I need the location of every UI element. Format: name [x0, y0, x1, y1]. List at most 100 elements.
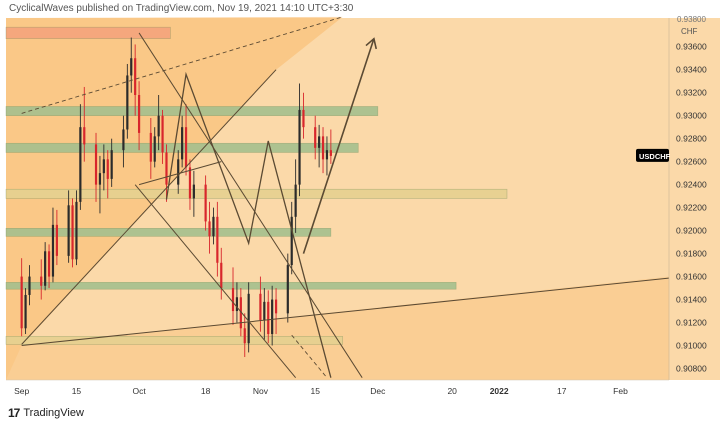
- candle-body-19[interactable]: [122, 129, 125, 151]
- candle-body-10[interactable]: [71, 205, 74, 260]
- time-tick-11: Feb: [613, 386, 628, 396]
- candle-body-33[interactable]: [192, 184, 195, 199]
- candle-body-26[interactable]: [157, 115, 160, 137]
- forecast-arrow-line[interactable]: [302, 38, 375, 254]
- time-tick-5: Nov: [253, 386, 269, 396]
- candle-body-29[interactable]: [177, 159, 180, 185]
- candle-body-12[interactable]: [79, 127, 82, 202]
- candle-body-54[interactable]: [314, 127, 317, 148]
- candle-body-42[interactable]: [243, 328, 246, 344]
- candle-body-27[interactable]: [161, 115, 164, 153]
- candle-body-35[interactable]: [208, 221, 211, 237]
- zone-yellow-4[interactable]: [5, 188, 508, 199]
- price-tick-7: 0.92400: [676, 180, 707, 190]
- candle-body-25[interactable]: [153, 136, 156, 162]
- price-axis-background: [669, 18, 720, 380]
- candle-body-46[interactable]: [267, 301, 270, 335]
- price-tick-13: 0.91200: [676, 318, 707, 328]
- candle-body-17[interactable]: [106, 159, 109, 179]
- footer-branding: 17 TradingView: [8, 406, 84, 420]
- candle-body-53[interactable]: [302, 109, 305, 128]
- candle-body-40[interactable]: [235, 297, 239, 312]
- candle-body-31[interactable]: [184, 127, 188, 168]
- trendline-3[interactable]: [21, 276, 684, 347]
- candle-body-23[interactable]: [137, 94, 141, 133]
- candle-body-13[interactable]: [83, 127, 86, 145]
- candle-body-2[interactable]: [24, 294, 27, 329]
- candle-body-34[interactable]: [204, 184, 207, 222]
- time-tick-1: Sep: [14, 386, 29, 396]
- candle-body-14[interactable]: [94, 144, 98, 185]
- candle-body-20[interactable]: [126, 75, 129, 130]
- candle-body-30[interactable]: [181, 127, 184, 160]
- trendline-7[interactable]: [138, 161, 222, 186]
- candle-body-24[interactable]: [149, 132, 152, 162]
- candle-body-49[interactable]: [286, 265, 289, 314]
- zone-green-6[interactable]: [5, 282, 457, 290]
- candle-body-56[interactable]: [321, 136, 325, 160]
- price-tick-top: 0.93800: [677, 15, 706, 24]
- time-axis[interactable]: Sep 15 Oct 18 Nov 15 Dec 20 2022 17 Feb: [6, 379, 669, 400]
- candle-body-7[interactable]: [51, 224, 55, 277]
- candle-body-9[interactable]: [67, 205, 70, 256]
- trendline-4[interactable]: [138, 32, 363, 378]
- symbol-label: USDCHF: [639, 152, 671, 161]
- candle-body-45[interactable]: [263, 301, 266, 321]
- candle-body-28[interactable]: [165, 152, 168, 185]
- price-axis[interactable]: CHF 0.93800 0.93600 0.93400 0.93200 0.93000 0.…: [636, 15, 720, 380]
- price-tick-12: 0.91400: [676, 295, 707, 305]
- price-tick-4: 0.93000: [676, 111, 707, 121]
- currency-label: CHF: [681, 27, 698, 36]
- zone-salmon-1[interactable]: [5, 26, 171, 39]
- zone-green-5[interactable]: [5, 228, 332, 237]
- time-tick-4: 18: [201, 386, 211, 396]
- footer-brand-label: TradingView: [23, 407, 84, 419]
- candle-body-16[interactable]: [102, 159, 105, 174]
- trendline-5[interactable]: [134, 184, 297, 379]
- price-tick-11: 0.91600: [676, 272, 707, 282]
- publish-header-text: CyclicalWaves published on TradingView.c…: [9, 3, 354, 14]
- forecast-arrow-head-icon: [365, 37, 378, 50]
- candle-body-48[interactable]: [274, 299, 278, 314]
- trendline-1[interactable]: [21, 69, 277, 345]
- price-chart[interactable]: CHF 0.93800 0.93600 0.93400 0.93200 0.93000 0.…: [0, 0, 720, 404]
- candle-body-18[interactable]: [110, 150, 113, 179]
- trendline-6[interactable]: [291, 334, 328, 378]
- lower-pane: [6, 276, 669, 380]
- candle-body-11[interactable]: [75, 201, 78, 260]
- price-tick-9: 0.92000: [676, 226, 707, 236]
- candle-body-41[interactable]: [239, 297, 242, 329]
- candle-body-36[interactable]: [212, 216, 215, 237]
- candle-body-5[interactable]: [44, 251, 47, 286]
- zone-yellow-7[interactable]: [5, 336, 343, 345]
- candle-body-8[interactable]: [55, 224, 58, 256]
- candle-body-15[interactable]: [98, 173, 102, 185]
- candle-body-32[interactable]: [188, 167, 192, 199]
- candle-body-44[interactable]: [259, 293, 262, 321]
- candle-body-1[interactable]: [20, 276, 23, 329]
- price-tick-3: 0.93200: [676, 88, 707, 98]
- candle-body-43[interactable]: [247, 293, 250, 344]
- candle-body-52[interactable]: [298, 109, 301, 185]
- candle-body-37[interactable]: [216, 216, 219, 263]
- candle-body-47[interactable]: [271, 299, 274, 335]
- time-axis-background: [6, 380, 669, 400]
- wave-projection-line[interactable]: [165, 71, 332, 378]
- plot-area[interactable]: [5, 16, 684, 380]
- candle-body-4[interactable]: [40, 276, 43, 286]
- candle-body-6[interactable]: [47, 251, 51, 277]
- price-tick-5: 0.92800: [676, 134, 707, 144]
- candle-body-21[interactable]: [130, 58, 133, 76]
- zone-green-2[interactable]: [5, 106, 379, 116]
- candle-body-38[interactable]: [220, 262, 223, 289]
- candle-body-39[interactable]: [231, 288, 235, 312]
- time-tick-8: 20: [447, 386, 457, 396]
- candle-body-57[interactable]: [325, 150, 329, 160]
- candle-body-3[interactable]: [28, 276, 31, 295]
- candle-body-55[interactable]: [318, 136, 321, 148]
- candle-body-58[interactable]: [329, 150, 332, 156]
- candle-body-50[interactable]: [290, 216, 293, 266]
- candle-body-22[interactable]: [134, 58, 137, 95]
- candle-body-51[interactable]: [294, 184, 297, 217]
